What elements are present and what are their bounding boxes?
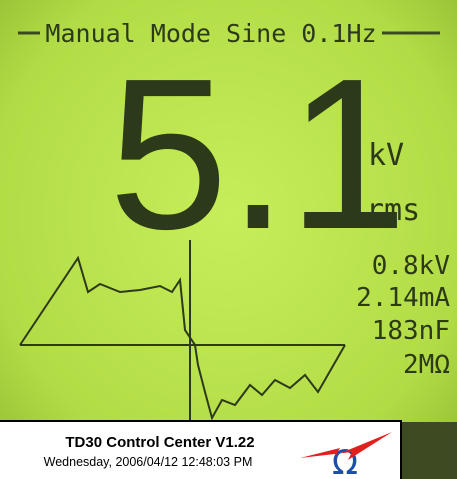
reading: 2.14mA (356, 283, 450, 313)
reading: 2MΩ (403, 350, 450, 380)
waveform (19, 240, 346, 425)
reading: 183nF (372, 316, 450, 346)
main-unit-kind: rms (366, 193, 420, 228)
mode-title: Manual Mode Sine 0.1Hz (45, 19, 376, 48)
main-value: 5.1 (109, 33, 408, 274)
lcd-strip (400, 422, 457, 479)
reading: 0.8kV (372, 251, 450, 281)
overlay-timestamp: Wednesday, 2006/04/12 12:48:03 PM (44, 455, 253, 469)
logo-bolt (300, 432, 392, 460)
logo: Ω (300, 432, 392, 479)
overlay-title: TD30 Control Center V1.22 (65, 434, 254, 451)
readings: 0.8kV 2.14mA 183nF 2MΩ (356, 251, 450, 380)
main-unit: kV (368, 138, 404, 173)
waveform-trace (19, 255, 346, 421)
